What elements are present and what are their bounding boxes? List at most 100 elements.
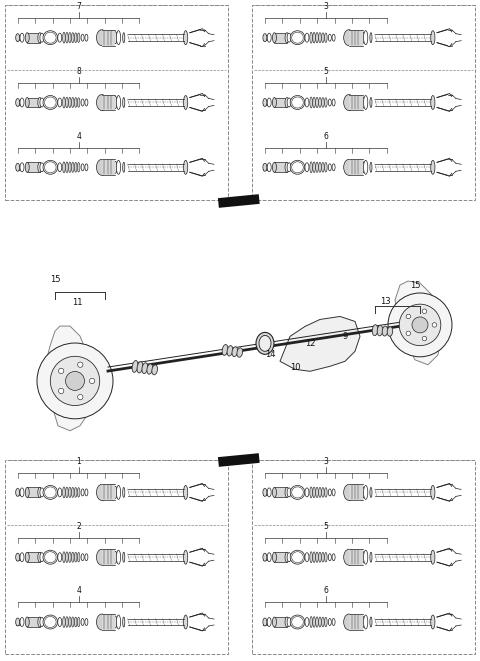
Ellipse shape	[81, 164, 84, 171]
Ellipse shape	[316, 617, 318, 627]
Bar	[349, 159, 362, 175]
Ellipse shape	[431, 485, 435, 499]
Ellipse shape	[113, 32, 117, 44]
Ellipse shape	[292, 617, 303, 627]
Ellipse shape	[117, 485, 120, 499]
Ellipse shape	[305, 33, 309, 42]
Ellipse shape	[117, 95, 120, 110]
Ellipse shape	[287, 33, 291, 42]
Ellipse shape	[290, 95, 305, 110]
Ellipse shape	[267, 488, 271, 497]
Ellipse shape	[267, 33, 271, 42]
Ellipse shape	[58, 163, 62, 172]
Ellipse shape	[370, 617, 372, 627]
Ellipse shape	[285, 617, 289, 627]
Ellipse shape	[313, 487, 315, 498]
Ellipse shape	[319, 617, 321, 627]
Ellipse shape	[16, 34, 20, 42]
Ellipse shape	[40, 488, 44, 497]
Ellipse shape	[58, 98, 62, 107]
Ellipse shape	[69, 32, 71, 43]
Ellipse shape	[316, 32, 318, 43]
Ellipse shape	[364, 485, 368, 499]
Ellipse shape	[310, 617, 312, 627]
Ellipse shape	[123, 617, 125, 627]
Ellipse shape	[43, 550, 58, 564]
Ellipse shape	[273, 552, 276, 563]
Ellipse shape	[313, 97, 315, 108]
Ellipse shape	[290, 161, 305, 175]
Ellipse shape	[85, 619, 88, 625]
Ellipse shape	[66, 32, 68, 43]
Ellipse shape	[316, 162, 318, 173]
Ellipse shape	[332, 554, 335, 561]
Ellipse shape	[364, 30, 368, 45]
Ellipse shape	[313, 552, 315, 563]
Circle shape	[65, 371, 84, 391]
Ellipse shape	[267, 617, 271, 627]
Ellipse shape	[45, 32, 56, 43]
Ellipse shape	[290, 550, 305, 564]
Bar	[102, 95, 115, 110]
Ellipse shape	[273, 487, 276, 497]
Ellipse shape	[96, 485, 107, 500]
Ellipse shape	[58, 553, 62, 562]
Ellipse shape	[58, 488, 62, 497]
Bar	[16, 619, 20, 625]
Bar	[275, 487, 287, 497]
Ellipse shape	[43, 95, 58, 110]
Ellipse shape	[20, 33, 24, 42]
Ellipse shape	[38, 163, 42, 173]
Ellipse shape	[74, 98, 77, 107]
Ellipse shape	[81, 554, 84, 561]
Bar	[27, 98, 40, 108]
Ellipse shape	[85, 489, 88, 496]
Ellipse shape	[72, 162, 74, 173]
Ellipse shape	[85, 554, 88, 561]
Ellipse shape	[310, 97, 312, 108]
Ellipse shape	[58, 33, 62, 42]
Bar	[263, 35, 267, 40]
Ellipse shape	[259, 335, 271, 352]
Ellipse shape	[322, 617, 324, 627]
Ellipse shape	[227, 346, 233, 356]
Ellipse shape	[72, 552, 74, 563]
Bar	[349, 30, 362, 46]
Ellipse shape	[123, 163, 125, 173]
Ellipse shape	[69, 617, 71, 627]
Ellipse shape	[344, 95, 354, 110]
Ellipse shape	[137, 362, 143, 373]
Ellipse shape	[96, 159, 107, 175]
Ellipse shape	[147, 364, 153, 374]
Ellipse shape	[72, 617, 74, 627]
Ellipse shape	[310, 552, 312, 563]
Ellipse shape	[382, 326, 388, 336]
Ellipse shape	[292, 487, 303, 498]
Circle shape	[89, 378, 95, 383]
Ellipse shape	[273, 32, 276, 43]
Ellipse shape	[85, 34, 88, 41]
Ellipse shape	[113, 616, 117, 628]
Ellipse shape	[66, 617, 68, 627]
Ellipse shape	[285, 32, 289, 43]
Ellipse shape	[292, 162, 303, 173]
Ellipse shape	[370, 32, 372, 43]
Ellipse shape	[123, 552, 125, 563]
Ellipse shape	[85, 99, 88, 106]
Text: 14: 14	[265, 350, 275, 359]
Bar	[263, 490, 267, 495]
Ellipse shape	[62, 162, 65, 173]
Ellipse shape	[344, 549, 354, 565]
Ellipse shape	[287, 98, 291, 107]
Ellipse shape	[290, 615, 305, 629]
Ellipse shape	[431, 615, 435, 629]
Ellipse shape	[62, 32, 65, 43]
Bar	[102, 485, 115, 500]
Polygon shape	[280, 317, 360, 371]
Text: 12: 12	[305, 339, 315, 348]
Ellipse shape	[328, 99, 331, 106]
Ellipse shape	[77, 553, 80, 562]
Circle shape	[59, 388, 64, 393]
Ellipse shape	[305, 98, 309, 107]
Text: 15: 15	[410, 281, 420, 290]
